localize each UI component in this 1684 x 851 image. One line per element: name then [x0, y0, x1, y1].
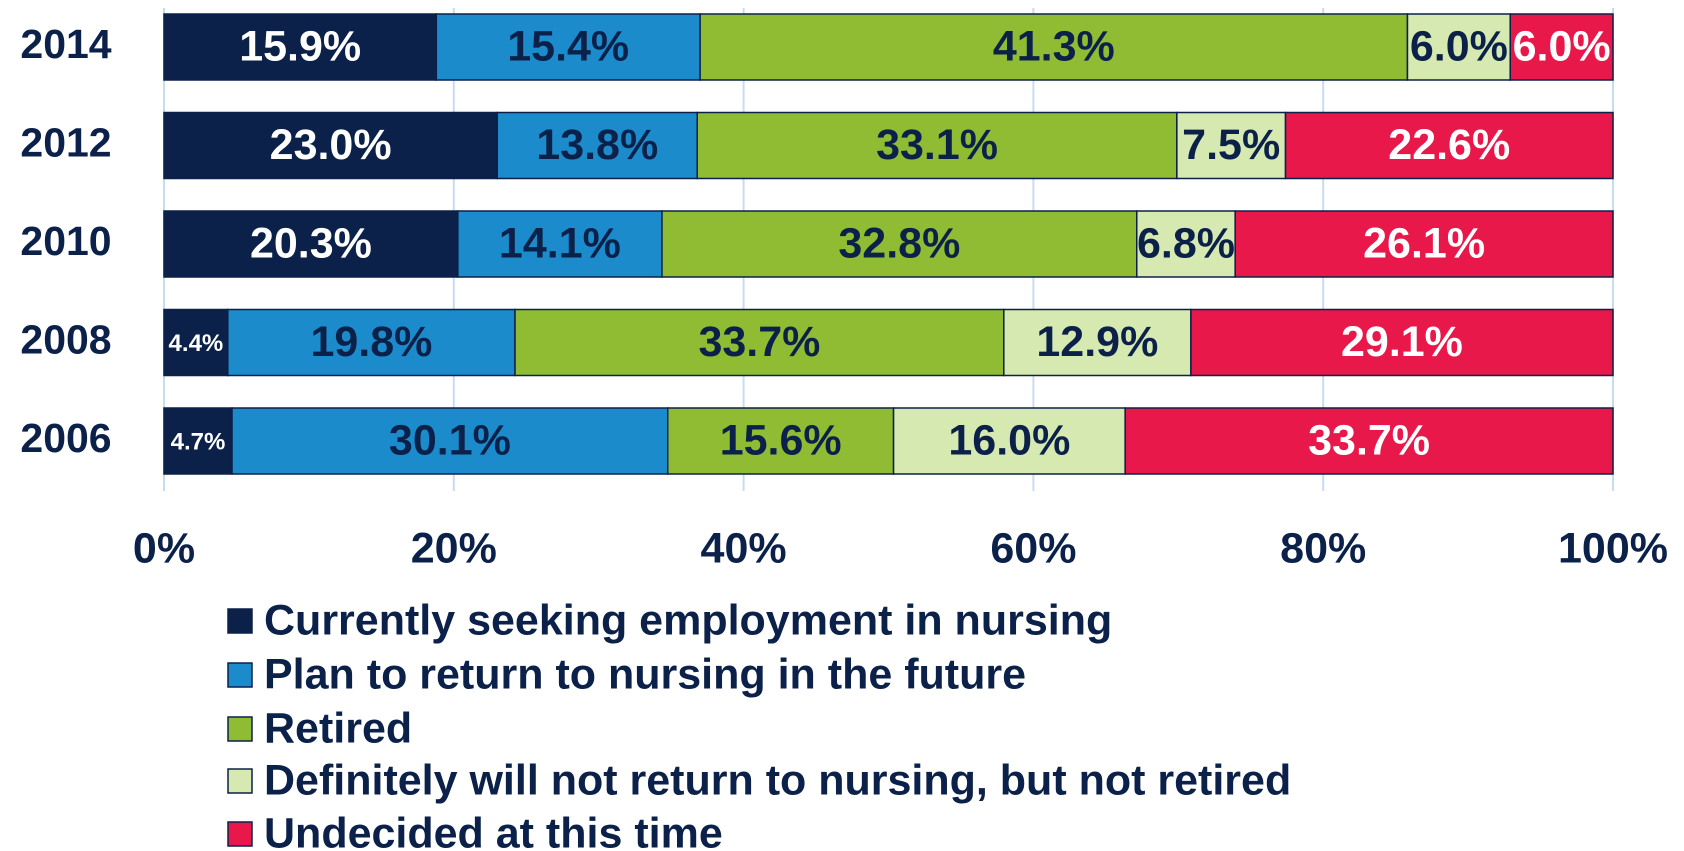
y-tick-label: 2008	[20, 316, 111, 362]
legend-label: Definitely will not return to nursing, b…	[264, 756, 1291, 804]
bar-segment	[696, 111, 1178, 180]
y-tick-label: 2010	[20, 218, 111, 264]
x-tick-label: 40%	[701, 524, 787, 572]
bar-segment	[163, 13, 438, 81]
bar-segment	[457, 210, 663, 278]
legend-swatch	[227, 768, 253, 794]
bar-segment	[163, 407, 233, 475]
data-label: 7.5%	[1182, 121, 1280, 169]
data-label: 32.8%	[838, 219, 960, 267]
bar-segment	[514, 308, 1005, 377]
data-label: 12.9%	[1036, 318, 1158, 366]
data-label: 33.7%	[698, 318, 820, 366]
bar-segment	[1406, 13, 1511, 81]
legend-label: Retired	[264, 704, 412, 752]
data-label: 26.1%	[1363, 219, 1485, 267]
data-label: 15.4%	[507, 22, 629, 70]
data-label: 23.0%	[270, 121, 392, 169]
legend-label: Undecided at this time	[264, 809, 723, 851]
data-label: 15.6%	[720, 416, 842, 464]
x-tick-label: 80%	[1280, 524, 1366, 572]
bar-segment	[1190, 308, 1614, 377]
x-tick-label: 60%	[990, 524, 1076, 572]
bar-segment	[1284, 111, 1614, 180]
bar-segment	[661, 210, 1138, 278]
x-tick-label: 100%	[1558, 524, 1668, 572]
bar-segment	[1509, 13, 1614, 81]
bar-segment	[1136, 210, 1236, 278]
data-label: 16.0%	[948, 416, 1070, 464]
data-label: 20.3%	[250, 219, 372, 267]
data-label: 15.9%	[239, 22, 361, 70]
data-label: 33.1%	[876, 121, 998, 169]
bar-segment	[666, 407, 895, 475]
bar-segment	[1176, 111, 1287, 180]
legend-swatch	[227, 608, 253, 634]
bar-segment	[1124, 407, 1614, 475]
data-label: 30.1%	[389, 416, 511, 464]
bar-segment	[163, 210, 459, 278]
y-tick-label: 2006	[20, 415, 111, 461]
data-label: 22.6%	[1388, 121, 1510, 169]
bar-segment	[892, 407, 1126, 475]
x-tick-label: 0%	[133, 524, 195, 572]
x-tick-label: 20%	[411, 524, 497, 572]
data-label: 4.7%	[171, 428, 226, 455]
data-label: 33.7%	[1308, 416, 1430, 464]
data-label: 6.0%	[1513, 22, 1611, 70]
data-label: 29.1%	[1341, 318, 1463, 366]
bar-segment	[496, 111, 698, 180]
y-tick-label: 2012	[20, 119, 111, 165]
data-label: 4.4%	[169, 330, 224, 357]
legend-label: Currently seeking employment in nursing	[264, 596, 1112, 644]
data-label: 41.3%	[993, 22, 1115, 70]
y-tick-label: 2014	[20, 21, 111, 67]
data-label: 19.8%	[310, 318, 432, 366]
data-label: 6.0%	[1410, 22, 1508, 70]
legend-swatch	[227, 662, 253, 688]
data-label: 13.8%	[536, 121, 658, 169]
data-label: 14.1%	[499, 219, 621, 267]
legend-swatch	[227, 821, 253, 847]
legend-label: Plan to return to nursing in the future	[264, 650, 1026, 698]
bar-segment	[163, 111, 499, 180]
bar-segment	[1234, 210, 1614, 278]
bar-segment	[227, 308, 516, 377]
legend-swatch	[227, 716, 253, 742]
data-label: 6.8%	[1137, 219, 1235, 267]
